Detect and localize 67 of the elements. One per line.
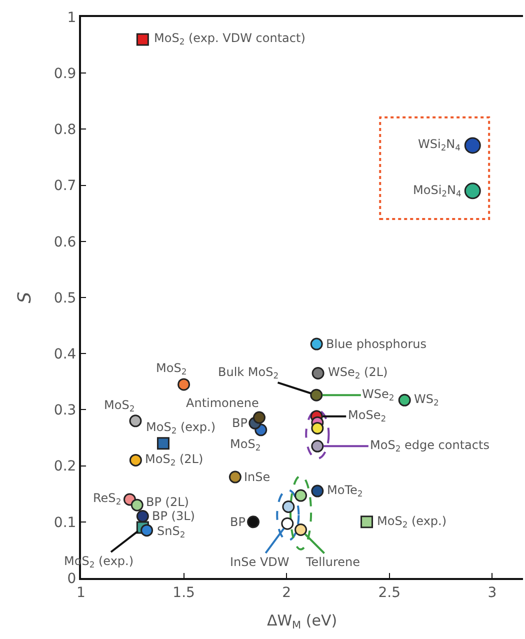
- annotation: BP: [232, 416, 248, 430]
- point: [252, 411, 266, 424]
- annotation: MoS$_{2}$ (exp.): [377, 514, 447, 530]
- annotation: MoS$_{2}$ (exp. VDW contact): [154, 31, 306, 47]
- y-tick-label: 0: [67, 570, 76, 587]
- y-tick-label: 0.8: [54, 122, 76, 138]
- y-axis-title: S: [14, 292, 36, 304]
- x-tick-label: 2: [282, 584, 292, 601]
- annotation: WSi$_{2}$N$_{4}$: [418, 137, 460, 153]
- point: [310, 388, 323, 402]
- point: [281, 517, 294, 530]
- point: [228, 470, 242, 484]
- annotation: InSe VDW: [230, 555, 290, 569]
- x-tick-label: 2.5: [378, 584, 401, 601]
- annotation: MoTe$_{2}$: [327, 483, 363, 499]
- point: [156, 437, 170, 450]
- annotation: MoSi$_{2}$N$_{4}$: [413, 183, 462, 199]
- point: [311, 422, 324, 434]
- annotation: WSe$_{2}$ (2L): [328, 365, 388, 381]
- y-tick-label: 0.4: [54, 346, 76, 362]
- y-tick-label: 0.9: [54, 66, 76, 82]
- annotation: MoS$_{2}$: [104, 398, 135, 414]
- annotation: BP (2L): [146, 495, 189, 509]
- point: [464, 182, 481, 200]
- x-axis-title: ΔW$_{M}$ (eV): [266, 611, 338, 632]
- x-tick-label: 1.5: [172, 584, 195, 601]
- annotation: SnS$_{2}$: [157, 524, 186, 540]
- y-tick-label: 1: [67, 10, 76, 26]
- point: [136, 510, 149, 523]
- y-tick-label: 0.6: [54, 234, 76, 250]
- annotation: BP (3L): [152, 509, 195, 523]
- annotation: MoS$_{2}$ edge contacts: [370, 438, 490, 454]
- annotation: Blue phosphorus: [326, 337, 427, 351]
- point: [311, 484, 324, 498]
- point: [311, 440, 324, 452]
- annotation: MoSe$_{2}$: [348, 408, 386, 424]
- point: [129, 454, 142, 466]
- annotation: WS$_{2}$: [414, 392, 439, 408]
- annotation: InSe: [244, 470, 270, 484]
- annotation: Antimonene: [186, 396, 259, 410]
- point: [247, 516, 260, 528]
- point: [178, 378, 190, 391]
- y-tick-label: 0.2: [54, 458, 76, 475]
- annotation: Tellurene: [305, 555, 360, 569]
- annotation: Bulk MoS$_{2}$: [218, 365, 279, 381]
- annotation: MoS$_{2}$ (exp.): [146, 420, 216, 436]
- annotation: MoS$_{2}$ (2L): [145, 452, 204, 468]
- y-tick-label: 0.3: [54, 402, 76, 419]
- point: [312, 366, 324, 380]
- point: [282, 500, 295, 513]
- point: [136, 33, 149, 46]
- point: [310, 338, 323, 350]
- y-tick-label: 0.5: [54, 290, 76, 306]
- point: [464, 137, 481, 154]
- annotation: MoS$_{2}$: [156, 361, 187, 377]
- point: [398, 394, 411, 406]
- y-tick-label: 0.7: [54, 178, 76, 194]
- annotation: WSe$_{2}$: [362, 387, 394, 403]
- point: [140, 524, 154, 537]
- annotation: MoS$_{2}$: [230, 437, 261, 453]
- x-tick-label: 3: [488, 584, 497, 601]
- y-tick-label: 0.1: [54, 514, 76, 531]
- annotation: ReS$_{2}$: [93, 491, 122, 507]
- point: [294, 489, 308, 502]
- point: [294, 524, 308, 536]
- annotation: BP: [230, 515, 246, 529]
- point: [129, 414, 142, 428]
